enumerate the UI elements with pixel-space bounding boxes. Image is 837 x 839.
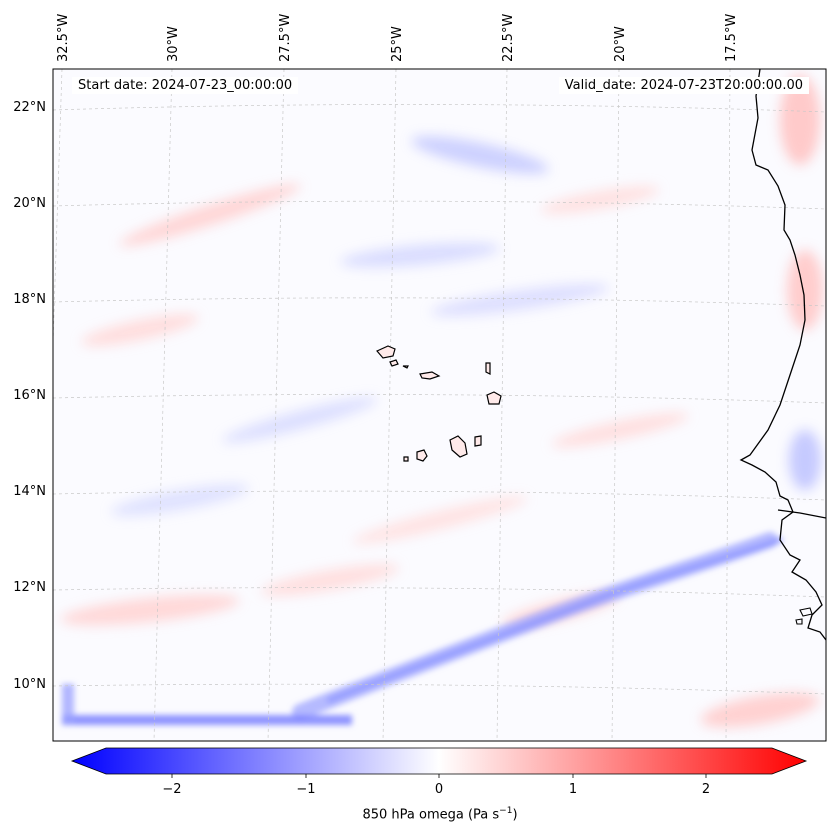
- colorbar-ticks: [171, 774, 707, 778]
- island-brava: [403, 456, 409, 462]
- lat-label: 22°N: [13, 100, 46, 115]
- lon-label: 20°W: [613, 26, 628, 62]
- island-santa-luzia: [402, 365, 409, 369]
- coastline-bissagos: [795, 607, 813, 625]
- colorbar-tick-label: 1: [569, 782, 577, 797]
- islands: [376, 345, 502, 462]
- island-santiago: [449, 435, 468, 458]
- lat-label: 14°N: [13, 484, 46, 499]
- lon-label: 27.5°W: [278, 14, 293, 62]
- colorbar-title-text: 850 hPa omega (Pa s: [362, 807, 500, 823]
- colorbar: −2 −1 0 1 2: [70, 747, 808, 797]
- valid-date-label: Valid_date: 2024-07-23T20:00:00.00: [558, 77, 809, 94]
- colorbar-bar: [70, 747, 808, 775]
- lat-label: 20°N: [13, 196, 46, 211]
- map-panel: [53, 69, 826, 741]
- island-santo-antao: [376, 345, 396, 359]
- lon-label: 30°W: [166, 26, 181, 62]
- colorbar-tick-label: 2: [702, 782, 710, 797]
- island-boa-vista: [486, 391, 502, 405]
- island-fogo: [416, 449, 428, 462]
- lon-label: 32.5°W: [56, 14, 71, 62]
- island-maio: [474, 435, 482, 447]
- island-sao-vicente: [389, 359, 399, 367]
- colorbar-title-sup: −1: [499, 806, 513, 816]
- lat-label: 12°N: [13, 580, 46, 595]
- lon-label: 22.5°W: [501, 14, 516, 62]
- lon-label: 17.5°W: [724, 14, 739, 62]
- island-sao-nicolau: [419, 371, 441, 380]
- island-sal: [485, 362, 491, 375]
- colorbar-tick-label: −1: [296, 782, 315, 797]
- coastline-gambia: [777, 509, 826, 519]
- colorbar-tick-label: −2: [162, 782, 181, 797]
- gridlines: [53, 69, 826, 741]
- map-background: [53, 69, 826, 741]
- lat-label: 16°N: [13, 388, 46, 403]
- itcz-band: [62, 532, 783, 725]
- coastline-africa: [739, 69, 826, 641]
- colorbar-tick-label: 0: [435, 782, 443, 797]
- lon-labels: 32.5°W 30°W 27.5°W 25°W 22.5°W 20°W 17.5…: [56, 14, 739, 62]
- lat-labels: 22°N 20°N 18°N 16°N 14°N 12°N 10°N: [13, 100, 46, 692]
- lat-label: 18°N: [13, 292, 46, 307]
- lon-label: 25°W: [390, 26, 405, 62]
- colorbar-title: 850 hPa omega (Pa s−1): [0, 806, 837, 822]
- map-frame: [52, 68, 827, 742]
- start-date-label: Start date: 2024-07-23_00:00:00: [72, 77, 299, 94]
- colorbar-title-end: ): [512, 807, 518, 823]
- lat-label: 10°N: [13, 677, 46, 692]
